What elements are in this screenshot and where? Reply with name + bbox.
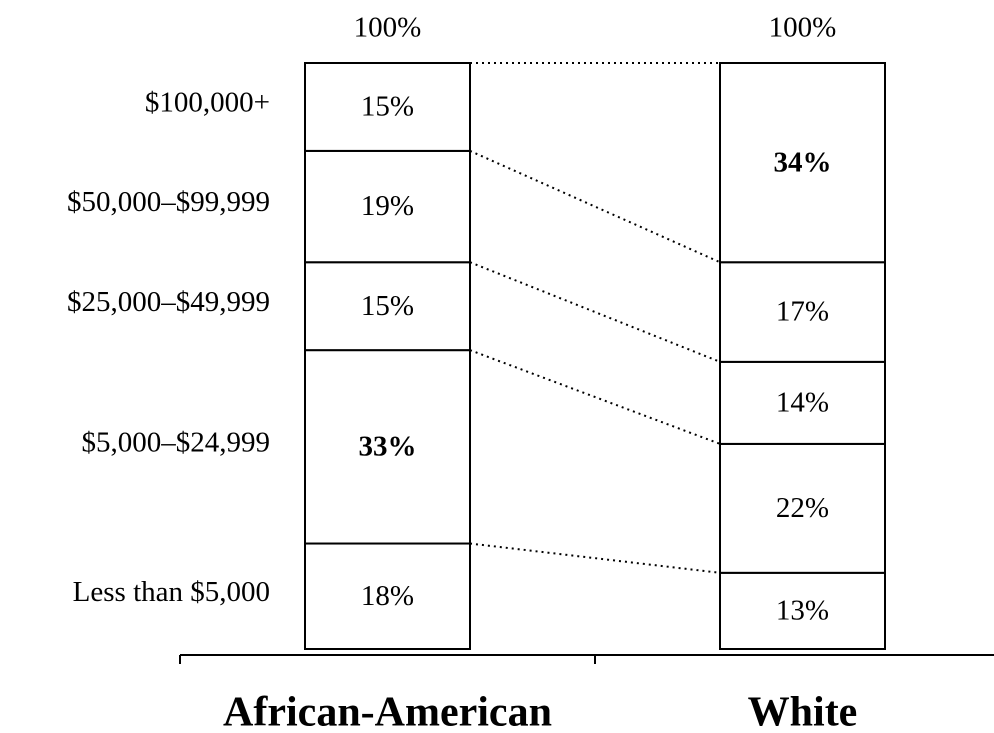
series-label: $100,000+ bbox=[145, 87, 270, 119]
connector bbox=[469, 149, 721, 264]
value-label: 34% bbox=[774, 146, 832, 178]
series-label: $50,000–$99,999 bbox=[67, 186, 270, 218]
value-label: 14% bbox=[776, 387, 829, 419]
bar-segment bbox=[719, 360, 886, 445]
value-label: 22% bbox=[776, 492, 829, 524]
bar-segment bbox=[719, 261, 886, 363]
connector bbox=[469, 349, 721, 445]
series-label: Less than $5,000 bbox=[73, 576, 270, 608]
bar-segment bbox=[304, 542, 471, 651]
value-label: 33% bbox=[359, 430, 417, 462]
bar-segment bbox=[304, 149, 471, 264]
total-label: 100% bbox=[769, 12, 837, 44]
total-label: 100% bbox=[354, 12, 422, 44]
bar-segment bbox=[719, 62, 886, 264]
connector bbox=[469, 542, 721, 574]
series-label: $5,000–$24,999 bbox=[82, 426, 271, 458]
value-label: 19% bbox=[361, 190, 414, 222]
category-label cat: African-American bbox=[223, 690, 552, 733]
value-label: 13% bbox=[776, 595, 829, 627]
bar-segment bbox=[719, 442, 886, 574]
value-label: 15% bbox=[361, 290, 414, 322]
value-label: 17% bbox=[776, 296, 829, 328]
bar-segment bbox=[304, 62, 471, 152]
connector bbox=[469, 261, 721, 363]
bar-segment bbox=[304, 261, 471, 352]
value-label: 18% bbox=[361, 580, 414, 612]
series-label: $25,000–$49,999 bbox=[67, 286, 270, 318]
category-label cat: White bbox=[748, 690, 858, 733]
bar-segment bbox=[719, 571, 886, 651]
value-label: 15% bbox=[361, 91, 414, 123]
